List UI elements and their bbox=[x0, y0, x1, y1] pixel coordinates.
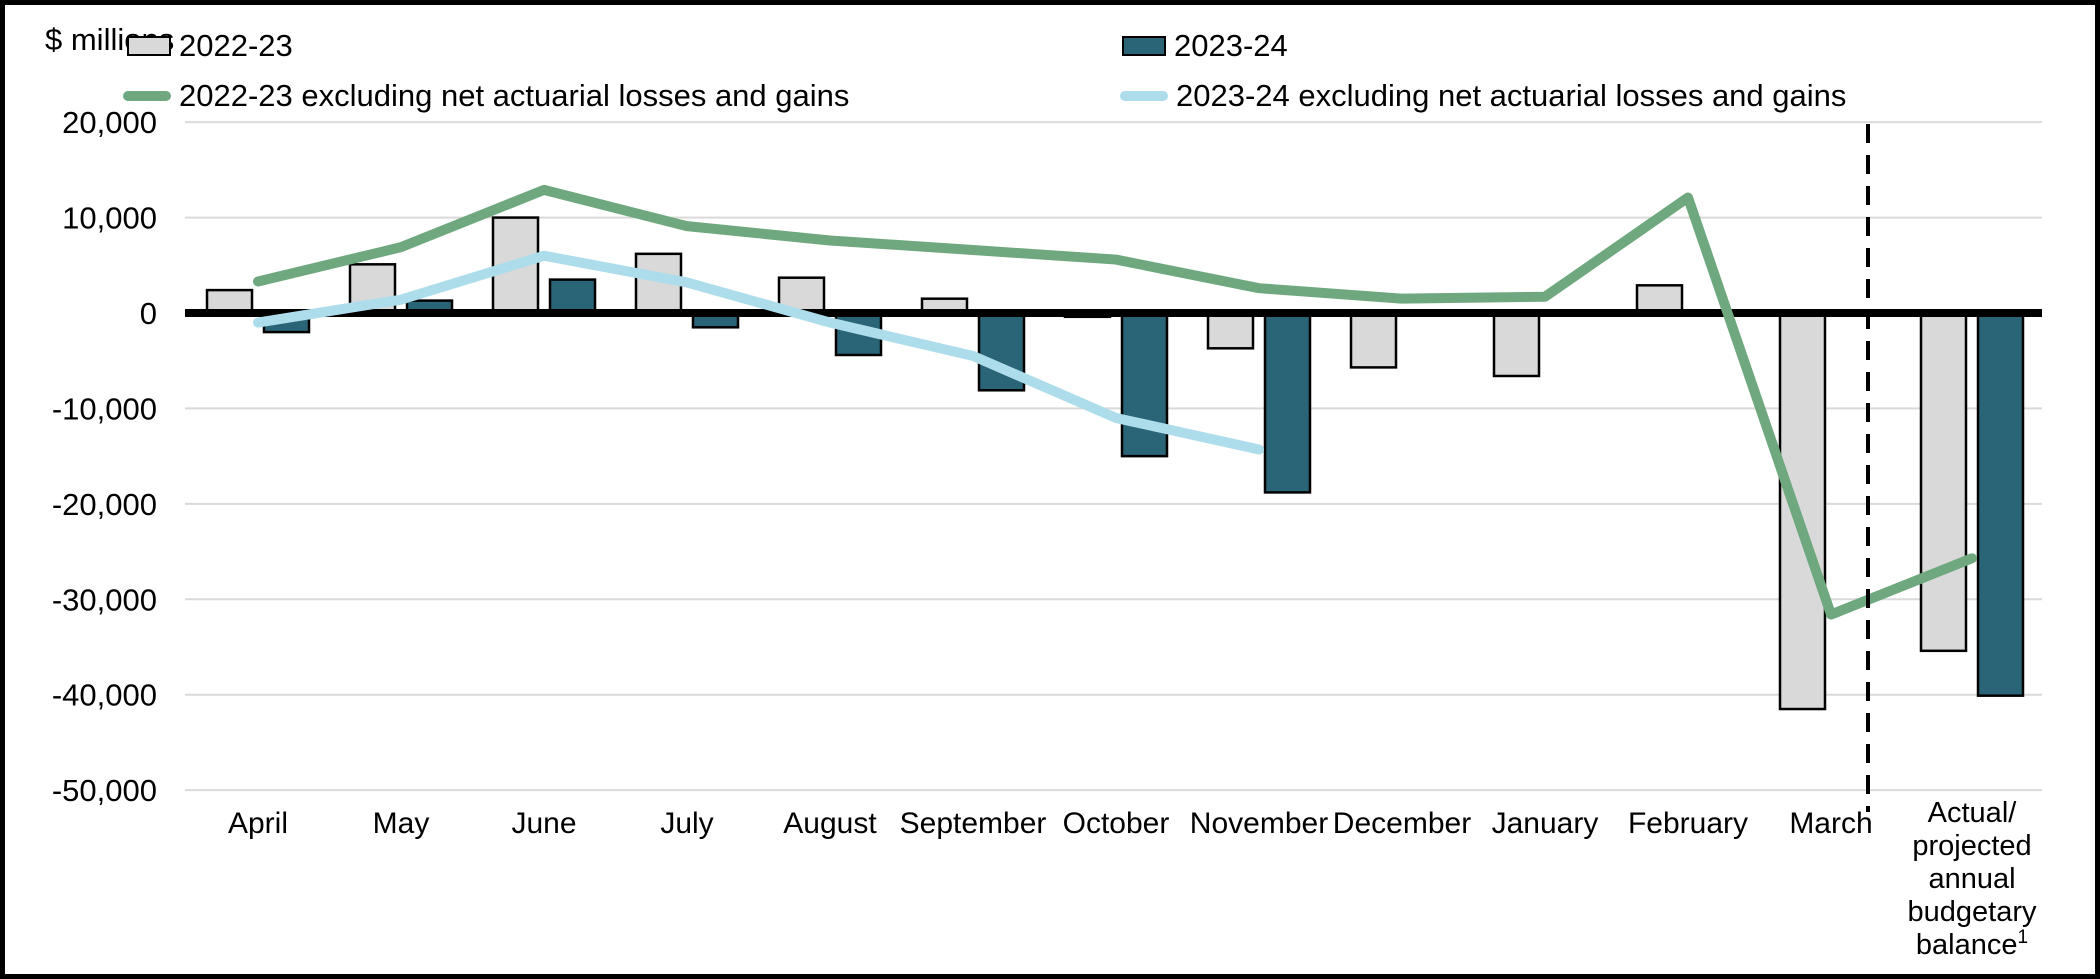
x-label-November: November bbox=[1190, 807, 1328, 840]
bar-2023-24-Actual/ projected annual budgetary balance¹ bbox=[1976, 311, 2025, 697]
x-label-July: July bbox=[660, 807, 713, 840]
line-2023-24 excluding net actuarial losses and gains bbox=[253, 250, 1264, 455]
bar-2023-24-October bbox=[1120, 311, 1169, 458]
x-label-February: February bbox=[1628, 807, 1748, 840]
annual-label-line: projected bbox=[1912, 830, 2031, 862]
y-tick-label: 20,000 bbox=[62, 105, 157, 140]
x-axis-labels: April May June July August September October No… bbox=[228, 807, 1873, 840]
legend-item-2023-24-bar: 2023-24 bbox=[1122, 28, 1288, 64]
legend-item-2022-23-bar: 2022-23 bbox=[127, 28, 293, 64]
bar-2022-23-January bbox=[1492, 311, 1541, 378]
annual-label-line: Actual/ bbox=[1928, 797, 2018, 829]
y-tick-label: 0 bbox=[140, 296, 157, 331]
bar-2022-23-Actual/ projected annual budgetary balance¹ bbox=[1919, 311, 1968, 653]
bar-2023-24-June bbox=[548, 278, 597, 315]
x-label-December: December bbox=[1333, 807, 1471, 840]
legend-label-2023-24-line: 2023-24 excluding net actuarial losses a… bbox=[1176, 78, 1847, 113]
legend-label-2022-23-line: 2022-23 excluding net actuarial losses a… bbox=[179, 78, 850, 113]
annual-label-line: balance1 bbox=[1916, 927, 2028, 961]
y-tick-label: -20,000 bbox=[52, 487, 157, 522]
x-label-January: January bbox=[1492, 807, 1599, 840]
bars-2022-23 bbox=[205, 216, 1968, 711]
x-label-August: August bbox=[783, 807, 877, 840]
y-tick-label: -50,000 bbox=[52, 773, 157, 808]
bar-2023-24-November bbox=[1263, 311, 1312, 494]
line-2022-23 excluding net actuarial losses and gains bbox=[253, 184, 1977, 620]
annual-label-line: budgetary bbox=[1908, 896, 2037, 928]
x-label-June: June bbox=[511, 807, 576, 840]
y-tick-label: 10,000 bbox=[62, 201, 157, 236]
bar-2022-23-March bbox=[1778, 311, 1827, 711]
y-tick-label: -30,000 bbox=[52, 582, 157, 617]
legend-swatch-2022-23-bar bbox=[127, 36, 171, 56]
legend-swatch-2023-24-bar bbox=[1122, 36, 1166, 56]
legend-label-2022-23-bar: 2022-23 bbox=[179, 28, 293, 63]
annual-label-line: annual bbox=[1928, 863, 2015, 895]
bar-2022-23-December bbox=[1349, 311, 1398, 369]
bar-2022-23-November bbox=[1206, 311, 1255, 350]
y-tick-label: -10,000 bbox=[52, 391, 157, 426]
bars-2023-24 bbox=[262, 278, 2025, 697]
legend-item-2023-24-line: 2023-24 excluding net actuarial losses a… bbox=[1120, 78, 1846, 114]
x-label-October: October bbox=[1063, 807, 1170, 840]
x-label-September: September bbox=[900, 807, 1047, 840]
y-tick-label: -40,000 bbox=[52, 678, 157, 713]
x-label-May: May bbox=[373, 807, 430, 840]
x-label-April: April bbox=[228, 807, 288, 840]
legend-item-2022-23-line: 2022-23 excluding net actuarial losses a… bbox=[123, 78, 849, 114]
x-label-March: March bbox=[1789, 807, 1872, 840]
legend-swatch-2022-23-line bbox=[123, 91, 171, 101]
y-axis-labels: 20,000 10,000 0 -10,000 -20,000 -30,000 -40,00… bbox=[52, 105, 157, 808]
bar-2022-23-February bbox=[1635, 284, 1684, 315]
legend-label-2023-24-bar: 2023-24 bbox=[1174, 28, 1288, 63]
legend-swatch-2023-24-line bbox=[1120, 91, 1168, 101]
